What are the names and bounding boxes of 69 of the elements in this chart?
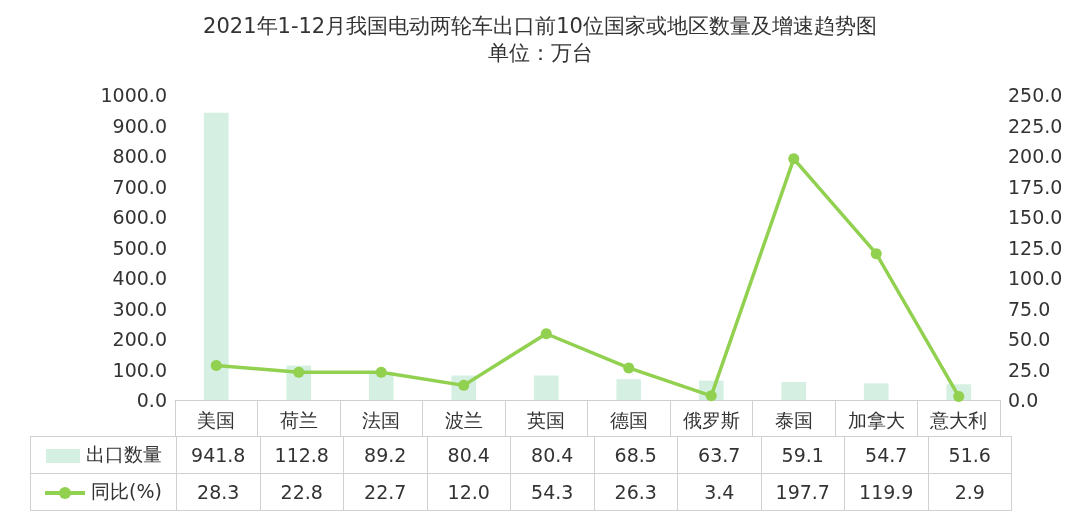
data-label: 63.7 xyxy=(677,436,761,474)
x-tick-label: 英国 xyxy=(527,408,566,431)
data-label: 22.8 xyxy=(260,473,344,511)
y2-tick-label: 150.0 xyxy=(1008,206,1063,228)
point xyxy=(870,248,882,260)
y2-tick-label: 100.0 xyxy=(1008,267,1063,289)
data-label: 119.9 xyxy=(844,473,928,511)
y2-tick-label: 175.0 xyxy=(1008,175,1063,198)
data-label: 89.2 xyxy=(343,436,427,474)
data-label: 59.1 xyxy=(761,436,845,474)
point xyxy=(540,328,552,340)
x-tick-label: 德国 xyxy=(609,408,648,431)
x-tick-label: 美国 xyxy=(197,408,236,431)
bar xyxy=(863,383,889,400)
x-tick-label: 波兰 xyxy=(444,408,483,431)
y-tick-label: 400.0 xyxy=(112,267,167,289)
y2-tick-label: 250.0 xyxy=(1008,84,1063,106)
data-label: 80.4 xyxy=(510,436,594,474)
data-label: 68.5 xyxy=(594,436,678,474)
point xyxy=(623,362,635,374)
data-label: 112.8 xyxy=(260,436,344,474)
data-label: 12.0 xyxy=(427,473,511,511)
y-tick-label: 800.0 xyxy=(112,145,167,167)
y2-tick-label: 75.0 xyxy=(1008,297,1051,320)
bar xyxy=(781,381,807,400)
y2-tick-label: 200.0 xyxy=(1008,145,1063,167)
x-tick-label: 法国 xyxy=(362,408,401,431)
y-tick-label: 700.0 xyxy=(112,175,167,198)
y2-tick-label: 125.0 xyxy=(1008,236,1063,259)
data-label: 51.6 xyxy=(928,436,1012,474)
point xyxy=(210,359,222,371)
legend-label: 同比(%) xyxy=(30,473,177,511)
x-tick-label: 泰国 xyxy=(774,408,813,431)
bar xyxy=(368,372,394,400)
y-tick-label: 300.0 xyxy=(112,297,167,320)
data-label: 80.4 xyxy=(427,436,511,474)
x-tick-label: 意大利 xyxy=(929,408,988,431)
data-label: 54.3 xyxy=(510,473,594,511)
chart-subtitle: 单位：万台 xyxy=(487,40,593,65)
x-tick-label: 荷兰 xyxy=(279,408,318,431)
x-tick-label: 加拿大 xyxy=(847,408,905,431)
y2-tick-label: 25.0 xyxy=(1008,358,1051,381)
data-label: 197.7 xyxy=(761,473,845,511)
y-tick-label: 100.0 xyxy=(112,358,167,381)
point xyxy=(788,153,800,165)
point xyxy=(375,366,387,378)
y2-tick-label: 0.0 xyxy=(1008,389,1039,411)
data-label: 941.8 xyxy=(176,436,260,474)
data-label: 28.3 xyxy=(176,473,260,511)
y-tick-label: 1000.0 xyxy=(100,84,167,106)
data-label: 2.9 xyxy=(928,473,1012,511)
data-label: 22.7 xyxy=(343,473,427,511)
bar xyxy=(533,375,559,400)
y-tick-label: 500.0 xyxy=(112,236,167,259)
y2-tick-label: 50.0 xyxy=(1008,328,1051,350)
bar xyxy=(203,112,229,400)
y-tick-label: 200.0 xyxy=(112,328,167,350)
y-tick-label: 0.0 xyxy=(136,389,167,411)
x-tick-label: 俄罗斯 xyxy=(682,408,740,431)
legend-label: 出口数量 xyxy=(30,436,177,474)
point xyxy=(293,366,305,378)
data-label: 26.3 xyxy=(594,473,678,511)
y-tick-label: 600.0 xyxy=(112,206,167,228)
y-tick-label: 900.0 xyxy=(112,114,167,137)
data-label: 3.4 xyxy=(677,473,761,511)
chart-title: 2021年1-12月我国电动两轮车出口前10位国家或地区数量及增速趋势图 xyxy=(203,13,877,38)
bar xyxy=(616,379,642,400)
y2-tick-label: 225.0 xyxy=(1008,114,1063,137)
data-label: 54.7 xyxy=(844,436,928,474)
